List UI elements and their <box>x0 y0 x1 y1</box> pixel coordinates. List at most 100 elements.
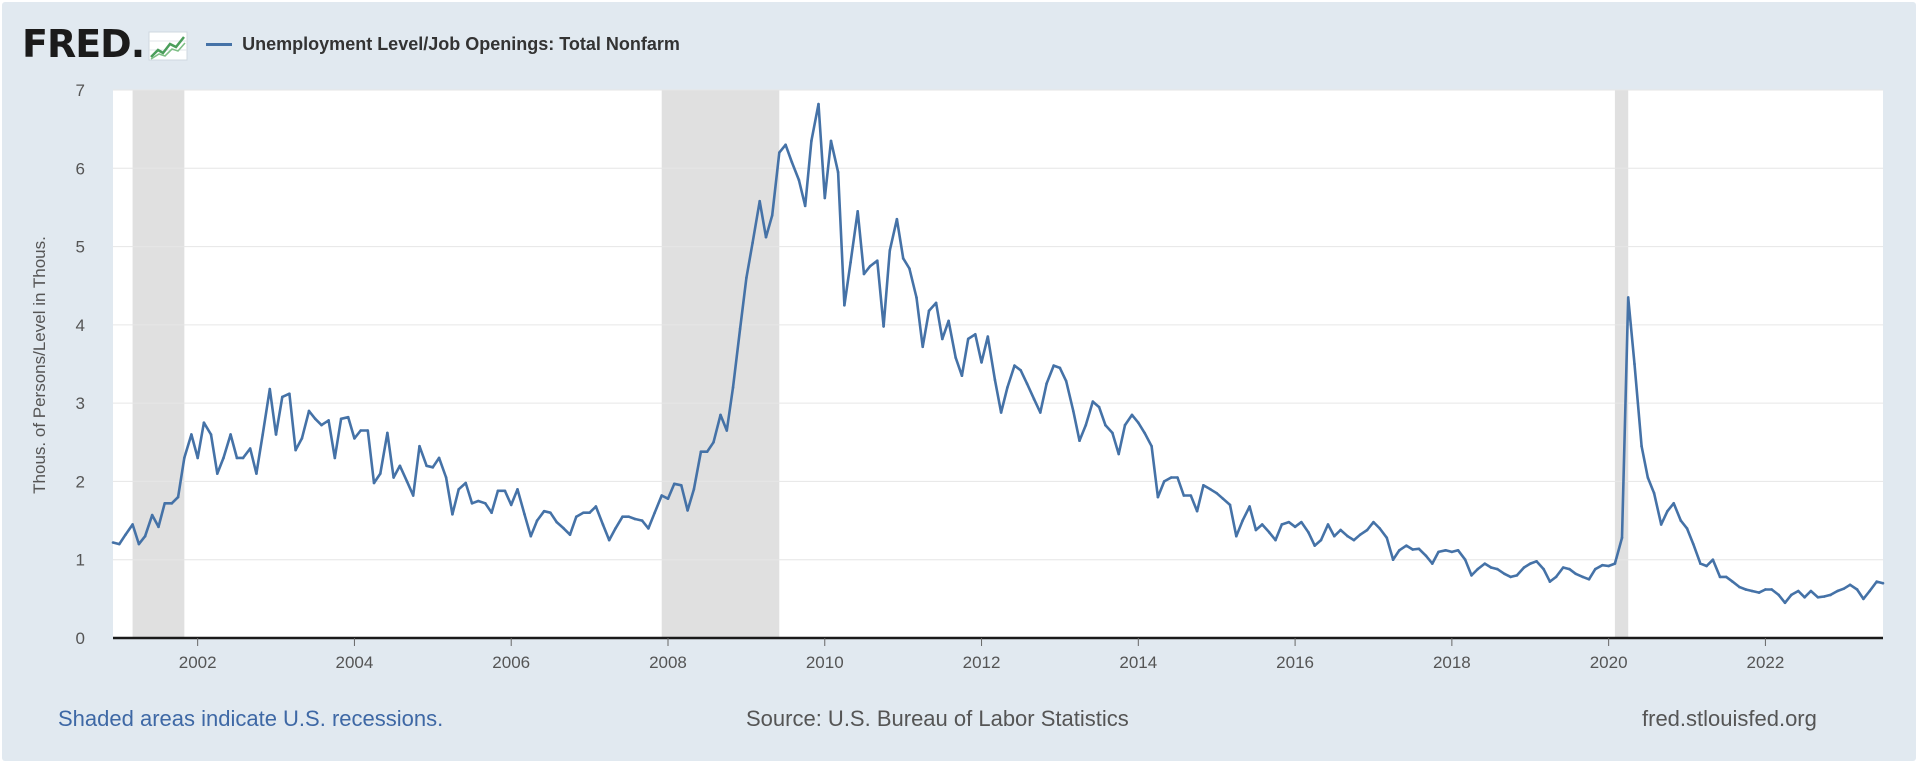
data-point <box>379 472 382 475</box>
data-point <box>562 527 566 530</box>
data-point <box>372 481 376 485</box>
data-point <box>196 456 199 460</box>
fred-url-link[interactable]: fred.stlouisfed.org <box>1642 706 1817 731</box>
data-point <box>1045 382 1048 385</box>
data-point <box>1568 567 1571 571</box>
data-point <box>1613 562 1617 565</box>
data-point <box>594 505 598 508</box>
data-point <box>633 517 637 521</box>
data-point <box>1718 575 1722 579</box>
data-point <box>255 472 258 475</box>
data-point <box>1019 368 1023 372</box>
data-point <box>601 523 605 526</box>
data-point <box>1307 531 1310 534</box>
data-point <box>261 433 265 436</box>
data-point <box>1679 519 1683 522</box>
data-point <box>1705 564 1708 568</box>
data-point <box>1052 364 1055 367</box>
data-point <box>731 386 735 389</box>
data-point <box>1248 505 1251 508</box>
data-point <box>1509 575 1512 579</box>
x-tick-label: 2004 <box>336 653 374 672</box>
data-point <box>1483 562 1487 565</box>
data-point <box>856 210 859 213</box>
data-point <box>862 272 866 276</box>
x-tick-label: 2020 <box>1590 653 1628 672</box>
data-point <box>1581 575 1585 579</box>
data-point <box>1241 519 1244 522</box>
data-point <box>1346 534 1349 538</box>
data-point <box>241 456 245 460</box>
data-point <box>1822 595 1826 598</box>
data-point <box>1417 547 1421 551</box>
data-point <box>1646 476 1650 479</box>
data-point <box>568 533 572 536</box>
data-point <box>464 481 468 485</box>
data-point <box>882 325 885 328</box>
data-point <box>1470 574 1473 577</box>
data-point <box>1659 523 1663 526</box>
data-point <box>947 319 950 323</box>
data-point <box>1176 476 1179 479</box>
data-point <box>1881 581 1885 585</box>
data-point <box>451 513 454 516</box>
data-point <box>268 387 272 391</box>
data-point <box>163 502 167 505</box>
data-point <box>666 497 670 500</box>
data-point <box>875 259 879 262</box>
data-point <box>484 502 487 505</box>
data-point <box>124 533 127 536</box>
legend[interactable]: Unemployment Level/Job Openings: Total N… <box>206 34 680 55</box>
data-point <box>1803 595 1806 599</box>
data-point <box>1352 538 1356 542</box>
data-point <box>1372 520 1375 524</box>
data-point <box>1365 528 1369 532</box>
data-point <box>1757 591 1761 594</box>
data-point <box>1287 520 1291 524</box>
data-point <box>1476 567 1480 571</box>
data-point <box>1711 558 1715 562</box>
data-point <box>888 249 892 252</box>
data-point <box>1777 593 1781 597</box>
data-point <box>202 421 206 425</box>
fred-logo[interactable]: FRED. <box>22 22 145 66</box>
data-point <box>1783 601 1787 605</box>
data-point <box>1652 491 1656 495</box>
data-point <box>1842 587 1846 590</box>
data-point <box>503 489 507 493</box>
data-point <box>1156 495 1160 499</box>
data-point <box>1731 580 1734 583</box>
data-point <box>431 466 435 469</box>
data-point <box>660 494 664 497</box>
data-point <box>1456 549 1460 552</box>
data-point <box>176 495 180 499</box>
data-point <box>1405 544 1408 547</box>
data-point <box>150 513 154 517</box>
data-point <box>229 433 232 436</box>
data-point <box>1137 421 1140 425</box>
data-point <box>797 178 801 182</box>
data-point <box>1450 550 1454 554</box>
data-point <box>496 489 500 493</box>
data-point <box>1424 554 1428 558</box>
data-point <box>1633 362 1636 366</box>
data-point <box>1300 520 1303 524</box>
data-point <box>1104 423 1107 427</box>
data-point <box>1117 452 1121 456</box>
data-point <box>1339 528 1342 532</box>
data-point <box>1640 444 1643 448</box>
data-point <box>1228 503 1232 507</box>
data-point <box>1162 480 1166 483</box>
data-point <box>1548 580 1552 583</box>
data-point <box>437 456 441 460</box>
data-point <box>509 503 513 507</box>
axes: 0 1 2 3 4 5 6 7 2002 2004 2006 2008 2010 2012 2014 2016… <box>76 81 1883 672</box>
data-point <box>1463 558 1467 562</box>
data-point <box>1515 574 1519 577</box>
data-point <box>1554 575 1558 579</box>
gridlines <box>113 89 1883 561</box>
data-point <box>490 511 493 515</box>
data-point <box>183 456 186 460</box>
data-point <box>215 472 219 475</box>
